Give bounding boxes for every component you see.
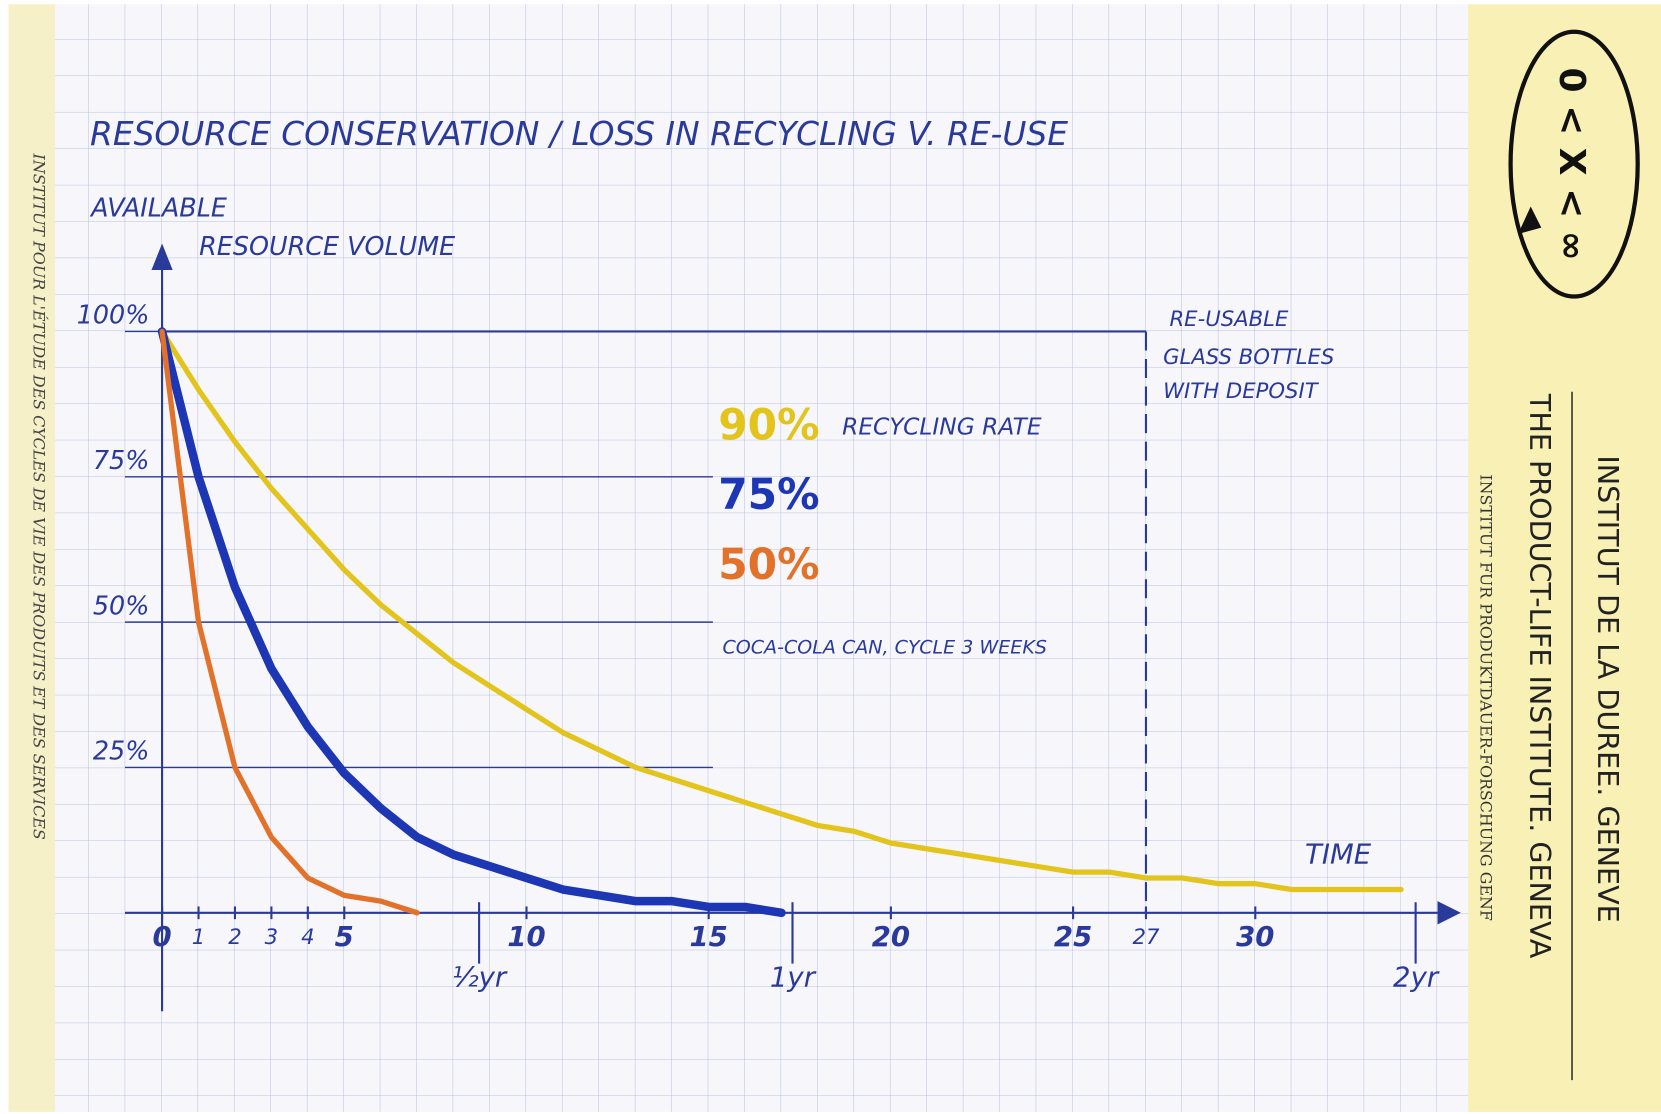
x-tick-label: 3 — [265, 924, 278, 949]
margin-text: INSTITUT POUR L'ÉTUDE DES CYCLES DE VIE … — [30, 153, 50, 840]
side-panel — [1468, 4, 1661, 1112]
x2-tick-label: 1yr — [770, 961, 817, 993]
y-tick-label: 25% — [93, 736, 149, 766]
x-tick-label: 2 — [228, 924, 241, 949]
x-tick-label: 20 — [872, 921, 910, 953]
x-axis-label: TIME — [1305, 839, 1372, 871]
series-line — [157, 327, 786, 918]
legend-entry: 75% — [718, 470, 819, 519]
y-axis-arrow — [151, 243, 173, 271]
y-tick-label: 100% — [77, 300, 150, 330]
legend-entry: 50% — [718, 540, 819, 589]
x-tick-label: 5 — [335, 921, 354, 953]
left-margin — [8, 4, 56, 1112]
logo-arrow — [1517, 206, 1542, 235]
y-axis-label: RESOURCE VOLUME — [199, 231, 455, 261]
x-tick-label: 25 — [1054, 921, 1092, 953]
reuse-label: RE-USABLE — [1169, 306, 1288, 331]
x-tick-label: 4 — [301, 924, 314, 949]
chart-title: RESOURCE CONSERVATION / LOSS IN RECYCLIN… — [90, 115, 1068, 153]
x-tick-label: 27 — [1132, 924, 1159, 949]
x-tick-label: 0 — [152, 921, 171, 953]
reuse-label: GLASS BOTTLES — [1163, 344, 1334, 369]
graph-paper — [52, 4, 1471, 1112]
y-tick-label: 50% — [93, 590, 149, 620]
x-tick-label: 1 — [192, 924, 205, 949]
y-axis-label: AVAILABLE — [89, 193, 227, 223]
x2-tick-label: ½yr — [452, 961, 508, 993]
x-tick-label: 15 — [690, 921, 728, 953]
reuse-label: WITH DEPOSIT — [1163, 378, 1320, 403]
legend-title: RECYCLING RATE — [842, 413, 1042, 440]
y-tick-label: 75% — [93, 445, 149, 475]
x2-tick-label: 2yr — [1393, 961, 1440, 993]
panel-text: INSTITUT FUR PRODUKTDAUER-FORSCHUNG GENF — [1477, 474, 1496, 921]
x-axis-arrow — [1437, 901, 1461, 925]
logo-text: 0 < X < ∞ — [1551, 68, 1592, 261]
panel-text: THE PRODUCT-LIFE INSTITUTE. GENEVA — [1523, 393, 1557, 959]
series-line — [159, 328, 420, 916]
x-tick-label: 10 — [507, 921, 545, 953]
logo-ring — [1508, 29, 1640, 299]
x-tick-label: 30 — [1236, 921, 1274, 953]
annotation: COCA-COLA CAN, CYCLE 3 WEEKS — [722, 637, 1046, 659]
panel-text: INSTITUT DE LA DUREE. GENEVE — [1591, 455, 1625, 922]
series-line — [159, 328, 1404, 893]
legend-entry: 90% — [718, 400, 819, 449]
